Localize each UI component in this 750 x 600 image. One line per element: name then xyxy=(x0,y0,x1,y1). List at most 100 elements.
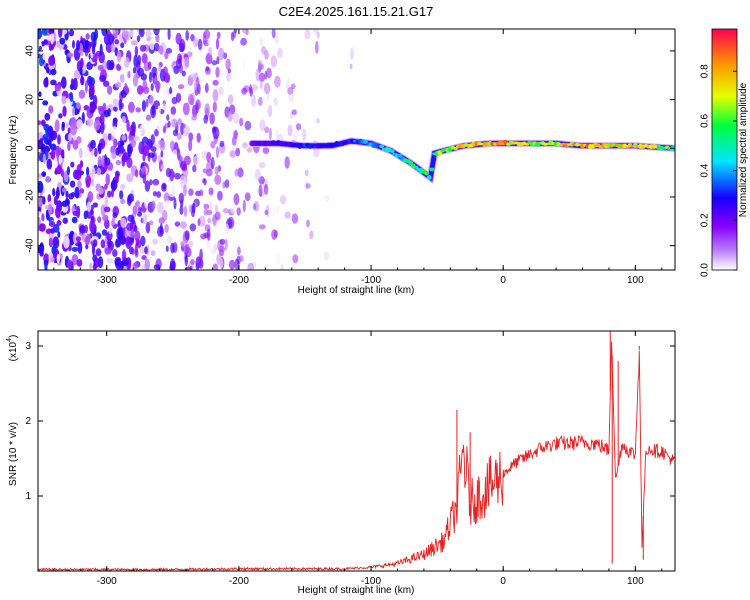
noise-speckle xyxy=(94,147,98,157)
noise-speckle xyxy=(104,219,110,229)
noise-speckle xyxy=(115,159,122,166)
noise-speckle xyxy=(108,62,115,68)
noise-speckle xyxy=(94,73,100,86)
noise-speckle xyxy=(105,173,110,186)
noise-speckle xyxy=(50,79,57,86)
noise-speckle xyxy=(104,247,112,255)
noise-speckle xyxy=(148,220,154,226)
noise-speckle xyxy=(50,143,57,151)
noise-speckle xyxy=(185,243,190,252)
noise-speckle xyxy=(170,140,175,151)
noise-speckle xyxy=(107,238,112,248)
noise-speckle xyxy=(167,29,171,41)
noise-speckle xyxy=(177,84,185,90)
noise-speckle xyxy=(159,139,166,152)
noise-speckle xyxy=(48,105,54,114)
noise-speckle xyxy=(167,236,173,245)
noise-speckle xyxy=(179,175,187,187)
noise-speckle xyxy=(54,84,62,92)
noise-speckle xyxy=(96,167,102,176)
noise-speckle xyxy=(224,223,230,235)
noise-speckle xyxy=(107,133,112,141)
noise-speckle xyxy=(77,180,82,190)
noise-speckle xyxy=(137,239,142,249)
noise-speckle xyxy=(75,236,82,242)
trace-point xyxy=(379,145,384,148)
noise-speckle xyxy=(151,104,155,115)
colorbar-tick-label: 0.6 xyxy=(700,114,711,128)
noise-speckle xyxy=(316,118,320,124)
snr-line xyxy=(38,341,675,571)
noise-speckle xyxy=(70,161,75,168)
noise-speckle xyxy=(212,89,219,102)
noise-speckle xyxy=(59,37,66,45)
noise-speckle xyxy=(176,53,183,64)
noise-speckle xyxy=(214,204,219,213)
noise-speckle xyxy=(40,143,46,151)
noise-speckle xyxy=(106,258,114,264)
noise-speckle xyxy=(136,199,140,208)
noise-speckle xyxy=(240,37,248,46)
noise-speckle xyxy=(92,239,98,248)
noise-speckle xyxy=(258,184,263,197)
noise-speckle xyxy=(97,216,102,224)
noise-speckle xyxy=(132,205,138,215)
noise-speckle xyxy=(51,130,58,141)
noise-speckle xyxy=(313,147,320,158)
noise-speckle xyxy=(139,44,147,52)
noise-speckle xyxy=(72,77,78,91)
noise-speckle xyxy=(187,51,193,57)
noise-speckle xyxy=(112,98,119,107)
noise-speckle xyxy=(67,141,71,151)
noise-speckle xyxy=(57,147,62,157)
noise-speckle xyxy=(173,149,178,157)
noise-speckle xyxy=(127,214,134,222)
colorbar-label: Normalized spectral amplitude xyxy=(738,82,749,217)
noise-speckle xyxy=(72,210,79,216)
noise-speckle xyxy=(120,42,125,49)
noise-speckle xyxy=(171,118,178,128)
noise-speckle xyxy=(178,192,185,204)
noise-speckle xyxy=(61,149,65,159)
spectrogram-y-tick-label: -20 xyxy=(25,189,36,204)
noise-speckle xyxy=(38,91,42,97)
noise-speckle xyxy=(287,87,294,95)
noise-speckle xyxy=(234,168,239,177)
svg-text:(x104): (x104) xyxy=(6,335,19,362)
noise-speckle xyxy=(214,211,221,221)
noise-speckle xyxy=(258,96,263,106)
noise-speckle xyxy=(80,76,85,86)
noise-speckle xyxy=(134,230,141,242)
noise-speckle xyxy=(185,119,192,128)
noise-speckle xyxy=(244,120,252,131)
noise-speckle xyxy=(65,121,70,129)
noise-speckle xyxy=(99,75,107,83)
noise-speckle xyxy=(155,143,161,149)
noise-speckle xyxy=(216,56,220,65)
noise-speckle xyxy=(162,103,167,111)
noise-speckle xyxy=(288,93,294,103)
noise-speckle xyxy=(289,111,294,119)
noise-speckle xyxy=(214,166,219,176)
noise-speckle xyxy=(42,134,49,141)
snr-y-tick-label: 2 xyxy=(25,416,31,427)
colorbar-ticks: 0.0 0.2 0.4 0.6 0.8 xyxy=(700,64,737,277)
noise-speckle xyxy=(73,70,81,80)
noise-speckle xyxy=(38,134,41,141)
noise-speckle xyxy=(58,113,63,119)
noise-speckle xyxy=(145,221,151,234)
noise-speckle xyxy=(214,174,222,185)
noise-speckle xyxy=(295,123,302,131)
noise-speckle xyxy=(192,164,197,173)
noise-speckle xyxy=(42,100,49,106)
noise-speckle xyxy=(206,239,211,250)
noise-speckle xyxy=(161,182,167,190)
noise-speckle xyxy=(255,68,260,82)
noise-speckle xyxy=(349,63,353,70)
noise-speckle xyxy=(251,84,259,91)
noise-speckle xyxy=(133,54,139,68)
noise-speckle xyxy=(275,205,280,215)
noise-speckle xyxy=(180,221,187,229)
snr-x-tick-label: 0 xyxy=(500,576,506,587)
